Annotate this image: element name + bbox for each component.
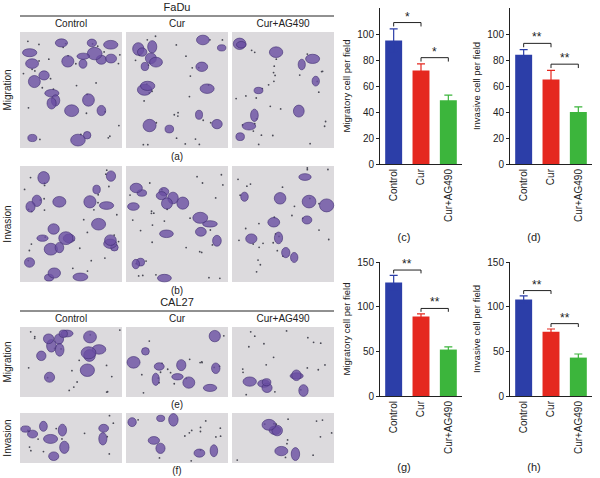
svg-text:40: 40: [363, 107, 375, 118]
svg-text:100: 100: [357, 301, 374, 312]
svg-text:**: **: [402, 257, 412, 271]
svg-text:40: 40: [493, 107, 505, 118]
svg-text:80: 80: [493, 55, 505, 66]
svg-text:**: **: [532, 278, 542, 292]
svg-text:Cur+AG490: Cur+AG490: [573, 401, 584, 455]
svg-text:*: *: [432, 45, 437, 59]
svg-text:Cur+AG490: Cur+AG490: [443, 401, 454, 455]
svg-text:Migratory cell per field: Migratory cell per field: [341, 283, 352, 376]
svg-text:100: 100: [487, 29, 504, 40]
svg-text:(b): (b): [171, 285, 183, 296]
svg-text:Cur: Cur: [545, 400, 556, 417]
svg-text:Invasion: Invasion: [2, 205, 13, 242]
svg-text:0: 0: [368, 391, 374, 402]
svg-text:60: 60: [363, 81, 375, 92]
svg-text:CAL27: CAL27: [160, 296, 194, 308]
svg-text:*: *: [405, 10, 410, 24]
svg-text:Cur: Cur: [415, 400, 426, 417]
svg-text:Migration: Migration: [2, 341, 13, 382]
svg-text:Invasive cell per field: Invasive cell per field: [471, 42, 482, 130]
html-text:(h): (h): [527, 461, 541, 473]
svg-text:Invasive cell per field: Invasive cell per field: [471, 285, 482, 373]
svg-text:150: 150: [357, 257, 374, 268]
html-text:(g): (g): [397, 461, 411, 473]
svg-text:FaDu: FaDu: [164, 1, 191, 13]
svg-text:Control: Control: [388, 401, 399, 433]
html-text:(c): (c): [397, 231, 411, 243]
svg-text:(e): (e): [171, 399, 183, 410]
svg-text:**: **: [560, 311, 570, 325]
svg-text:Cur+AG490: Cur+AG490: [256, 313, 310, 324]
svg-text:150: 150: [487, 257, 504, 268]
svg-text:0: 0: [498, 391, 504, 402]
html-text:(d): (d): [527, 231, 541, 243]
svg-text:Migratory cell per field: Migratory cell per field: [341, 40, 352, 133]
svg-text:Cur+AG490: Cur+AG490: [573, 169, 584, 223]
svg-text:**: **: [560, 51, 570, 65]
svg-text:60: 60: [493, 81, 505, 92]
svg-text:0: 0: [368, 159, 374, 170]
svg-text:80: 80: [363, 55, 375, 66]
svg-text:0: 0: [498, 159, 504, 170]
svg-text:(f): (f): [172, 465, 181, 476]
svg-text:20: 20: [363, 133, 375, 144]
svg-text:50: 50: [363, 346, 375, 357]
svg-text:Cur: Cur: [169, 18, 186, 29]
svg-text:Cur: Cur: [169, 313, 186, 324]
svg-text:(a): (a): [171, 151, 183, 162]
svg-text:100: 100: [487, 301, 504, 312]
svg-text:50: 50: [493, 346, 505, 357]
svg-text:Control: Control: [55, 18, 87, 29]
svg-text:Cur+AG490: Cur+AG490: [256, 18, 310, 29]
svg-text:Cur: Cur: [415, 168, 426, 185]
svg-text:20: 20: [493, 133, 505, 144]
svg-text:Control: Control: [518, 401, 529, 433]
svg-text:Control: Control: [388, 169, 399, 201]
svg-text:**: **: [532, 30, 542, 44]
svg-text:Cur: Cur: [545, 168, 556, 185]
svg-text:**: **: [430, 295, 440, 309]
svg-text:100: 100: [357, 29, 374, 40]
svg-text:Migration: Migration: [2, 69, 13, 110]
svg-text:Control: Control: [55, 313, 87, 324]
svg-text:Invasion: Invasion: [2, 419, 13, 456]
svg-text:Cur+AG490: Cur+AG490: [443, 169, 454, 223]
svg-text:Control: Control: [518, 169, 529, 201]
